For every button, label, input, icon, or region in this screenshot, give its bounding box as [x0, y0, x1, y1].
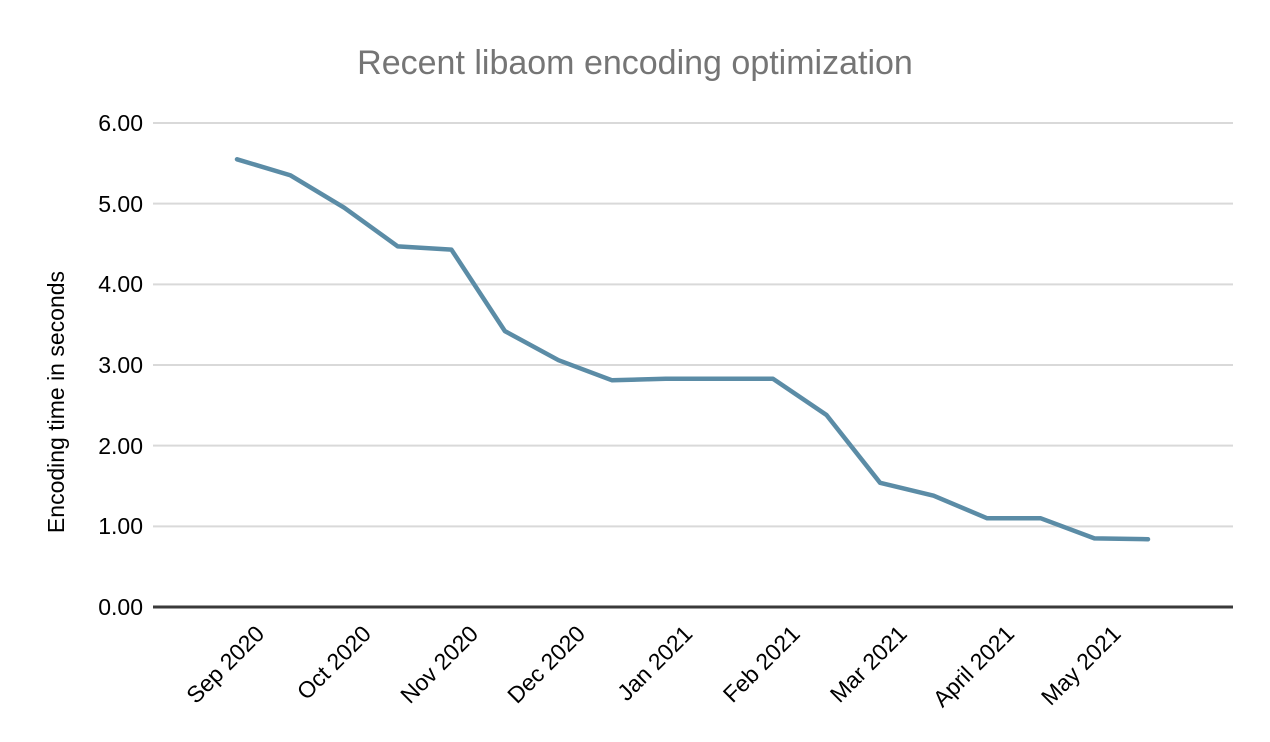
y-tick-label: 2.00: [98, 432, 143, 459]
y-tick-label: 6.00: [98, 110, 143, 136]
y-tick-label: 4.00: [98, 271, 143, 298]
y-tick-label: 1.00: [98, 513, 143, 540]
series-line: [234, 157, 1151, 542]
y-tick-label: 0.00: [98, 594, 143, 620]
y-tick-label: 3.00: [98, 352, 143, 378]
chart-title: Recent libaom encoding optimization: [357, 44, 913, 82]
y-tick-label: 5.00: [98, 190, 143, 217]
